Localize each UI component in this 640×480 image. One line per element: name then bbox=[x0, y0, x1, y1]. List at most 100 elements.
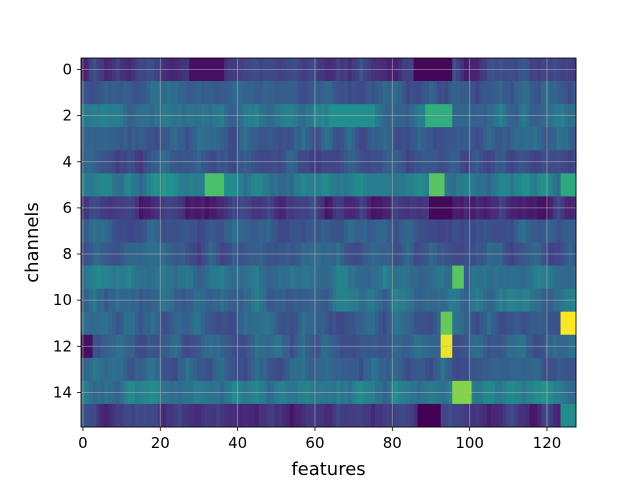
heatmap-cell bbox=[572, 403, 577, 428]
heatmap-cell bbox=[436, 403, 442, 428]
heatmap-cell bbox=[127, 311, 132, 336]
heatmap-cell bbox=[332, 403, 337, 428]
heatmap-cell bbox=[123, 173, 128, 197]
heatmap-cell bbox=[131, 403, 136, 428]
x-tick-label: 120 bbox=[533, 434, 562, 452]
heatmap-cell bbox=[359, 357, 364, 382]
heatmap-cell bbox=[115, 311, 121, 336]
heatmap-cell bbox=[459, 357, 465, 382]
heatmap-cell bbox=[371, 173, 376, 197]
heatmap-cell bbox=[556, 127, 562, 151]
heatmap-cell bbox=[560, 219, 565, 243]
heatmap-cell bbox=[521, 403, 527, 428]
heatmap-cell bbox=[452, 173, 457, 197]
heatmap-cell bbox=[560, 127, 565, 151]
y-tick-label: 10 bbox=[53, 291, 72, 309]
heatmap-cell bbox=[208, 81, 213, 105]
heatmap-cell bbox=[111, 357, 117, 382]
heatmap-cell bbox=[340, 81, 345, 105]
heatmap-cell bbox=[529, 311, 534, 336]
heatmap-cell bbox=[347, 357, 353, 382]
heatmap-cell bbox=[262, 357, 268, 382]
heatmap-cell bbox=[255, 219, 260, 243]
heatmap-cell bbox=[386, 265, 391, 290]
heatmap-cell bbox=[212, 127, 217, 151]
heatmap-cell bbox=[359, 127, 364, 151]
heatmap-cell bbox=[285, 357, 291, 382]
heatmap-cell bbox=[270, 127, 275, 151]
heatmap-cell bbox=[475, 127, 480, 151]
heatmap-cell bbox=[382, 403, 388, 428]
heatmap-cell bbox=[115, 219, 121, 243]
heatmap-cell bbox=[282, 219, 287, 243]
heatmap-cell bbox=[502, 357, 507, 382]
heatmap-cell bbox=[440, 311, 446, 336]
heatmap-cell bbox=[479, 311, 484, 336]
heatmap-cell bbox=[564, 357, 569, 382]
heatmap-cell bbox=[270, 173, 275, 197]
heatmap-cell bbox=[552, 219, 558, 243]
heatmap-cell bbox=[266, 81, 271, 105]
heatmap-cell bbox=[297, 265, 302, 290]
heatmap-cell bbox=[189, 311, 194, 336]
heatmap-cell bbox=[108, 127, 113, 151]
heatmap-cell bbox=[521, 219, 527, 243]
heatmap-cell bbox=[332, 357, 337, 382]
heatmap-cell bbox=[371, 357, 376, 382]
heatmap-cell bbox=[533, 357, 538, 382]
heatmap-cell bbox=[479, 81, 484, 105]
heatmap-cell bbox=[363, 403, 368, 428]
heatmap-cell bbox=[316, 357, 322, 382]
heatmap-cell bbox=[429, 357, 434, 382]
heatmap-cell bbox=[359, 403, 364, 428]
heatmap-cell bbox=[266, 311, 271, 336]
heatmap-cell bbox=[258, 81, 264, 105]
heatmap-cell bbox=[324, 173, 329, 197]
heatmap-cell bbox=[173, 173, 179, 197]
heatmap-cell bbox=[282, 403, 287, 428]
heatmap-cell bbox=[185, 219, 190, 243]
heatmap-cell bbox=[564, 219, 569, 243]
heatmap-cell bbox=[413, 357, 418, 382]
heatmap-cell bbox=[463, 173, 469, 197]
heatmap-cell bbox=[343, 219, 349, 243]
heatmap-cell bbox=[556, 219, 562, 243]
heatmap-cell bbox=[231, 357, 237, 382]
heatmap-cell bbox=[119, 173, 125, 197]
heatmap-cell bbox=[498, 127, 504, 151]
heatmap-cell bbox=[475, 81, 480, 105]
heatmap-cell bbox=[305, 265, 310, 290]
heatmap-cell bbox=[336, 311, 341, 336]
heatmap-cell bbox=[193, 219, 198, 243]
heatmap-cell bbox=[328, 81, 333, 105]
heatmap-cell bbox=[340, 265, 345, 290]
heatmap-cell bbox=[100, 403, 105, 428]
heatmap-cell bbox=[282, 311, 287, 336]
heatmap-cell bbox=[440, 173, 446, 197]
heatmap-cell bbox=[297, 127, 302, 151]
heatmap-cell bbox=[471, 311, 476, 336]
heatmap-cell bbox=[227, 357, 233, 382]
heatmap-cell bbox=[490, 127, 496, 151]
heatmap-cell bbox=[88, 127, 94, 151]
heatmap-cell bbox=[568, 219, 573, 243]
heatmap-cell bbox=[568, 311, 573, 336]
heatmap-cell bbox=[343, 311, 349, 336]
heatmap-cell bbox=[351, 311, 357, 336]
heatmap-cell bbox=[405, 265, 411, 290]
heatmap-cell bbox=[502, 81, 507, 105]
heatmap-cell bbox=[173, 127, 179, 151]
heatmap-cell bbox=[150, 311, 155, 336]
heatmap-cell bbox=[154, 173, 159, 197]
heatmap-cell bbox=[552, 81, 558, 105]
heatmap-cell bbox=[96, 357, 101, 382]
heatmap-cell bbox=[293, 357, 299, 382]
heatmap-cell bbox=[421, 311, 426, 336]
heatmap-cell bbox=[429, 403, 434, 428]
heatmap-cell bbox=[220, 265, 225, 290]
heatmap-cell bbox=[204, 265, 210, 290]
heatmap-cell bbox=[436, 127, 442, 151]
heatmap-cell bbox=[521, 311, 527, 336]
heatmap-cell bbox=[398, 127, 403, 151]
